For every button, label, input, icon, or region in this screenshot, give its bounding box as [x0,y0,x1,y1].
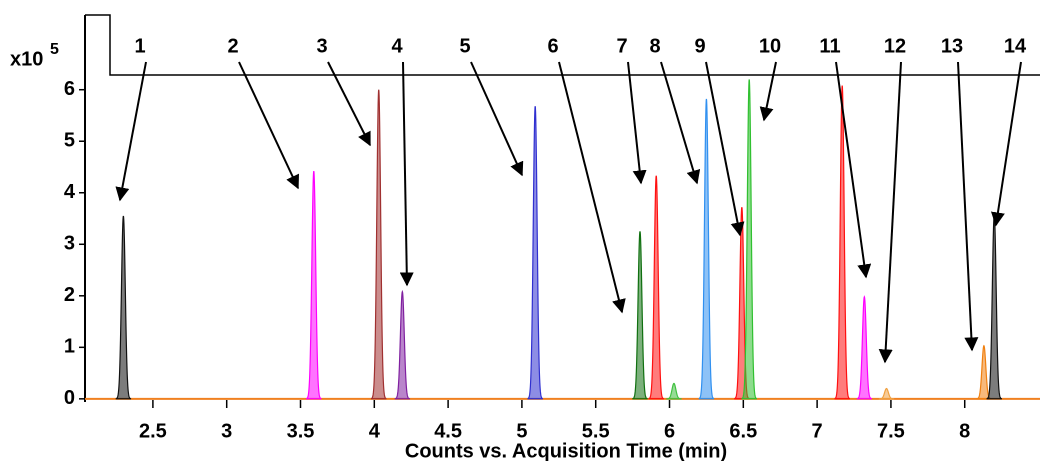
peak-label: 6 [547,35,558,57]
peak [305,171,322,400]
x-tick-label: 7.5 [877,420,905,442]
x-tick-label: 3 [221,420,232,442]
peak [115,215,132,400]
peak-label: 5 [459,35,470,57]
x-tick-label: 6.5 [729,420,757,442]
annotation-arrow [660,61,701,185]
y-tick-label: 2 [64,284,75,306]
annotation-arrow [878,61,902,364]
y-tick-label: 6 [64,78,75,100]
peak-label: 2 [227,35,238,57]
peak [741,79,758,400]
annotation-arrow [759,61,777,122]
peak [698,98,715,400]
annotation-arrow [470,61,524,177]
label-band [85,14,1040,76]
annotation-arrow [399,61,414,287]
peak-label: 11 [819,35,840,57]
peak-label: 10 [759,35,781,57]
y-axis-label: x10 [10,48,43,70]
x-tick-label: 5 [516,420,527,442]
annotation-arrow [627,61,647,185]
peak-label: 12 [884,35,906,57]
y-tick-label: 3 [64,233,75,255]
annotation-arrow [957,61,979,352]
peak [666,382,682,400]
peak-label: 8 [649,35,660,57]
peak-label: 3 [316,35,327,57]
annotation-arrow [990,61,1022,227]
peak-label: 4 [391,35,403,57]
x-axis-label: Counts vs. Acquisition Time (min) [405,440,727,461]
peak-label: 13 [941,35,963,57]
peak [394,289,411,400]
x-tick-label: 4.5 [434,420,462,442]
peak-label: 14 [1004,35,1027,57]
peak [648,175,664,400]
y-axis-exponent: 5 [50,41,59,58]
annotation-arrow [835,61,872,279]
peak-label: 1 [134,35,145,57]
annotation-arrow [327,61,371,147]
y-tick-label: 1 [64,336,75,358]
x-tick-label: 7 [812,420,823,442]
x-tick-label: 2.5 [139,420,167,442]
y-tick-label: 5 [64,130,75,152]
annotation-arrow [558,61,626,314]
x-tick-label: 6 [664,420,675,442]
y-tick-label: 4 [64,181,76,203]
annotation-arrow [115,61,147,202]
peak [856,295,873,400]
x-tick-label: 5.5 [582,420,610,442]
peak [370,89,387,400]
peak-label: 7 [616,35,627,57]
peak [527,106,544,400]
peak-label: 9 [694,35,705,57]
x-tick-label: 4 [369,420,381,442]
peak [878,387,895,400]
x-tick-label: 3.5 [287,420,315,442]
peak [834,85,851,400]
annotation-arrow [705,61,745,237]
annotation-arrow [238,61,299,190]
peak [632,231,648,400]
y-tick-label: 0 [64,387,75,409]
x-tick-label: 8 [959,420,970,442]
